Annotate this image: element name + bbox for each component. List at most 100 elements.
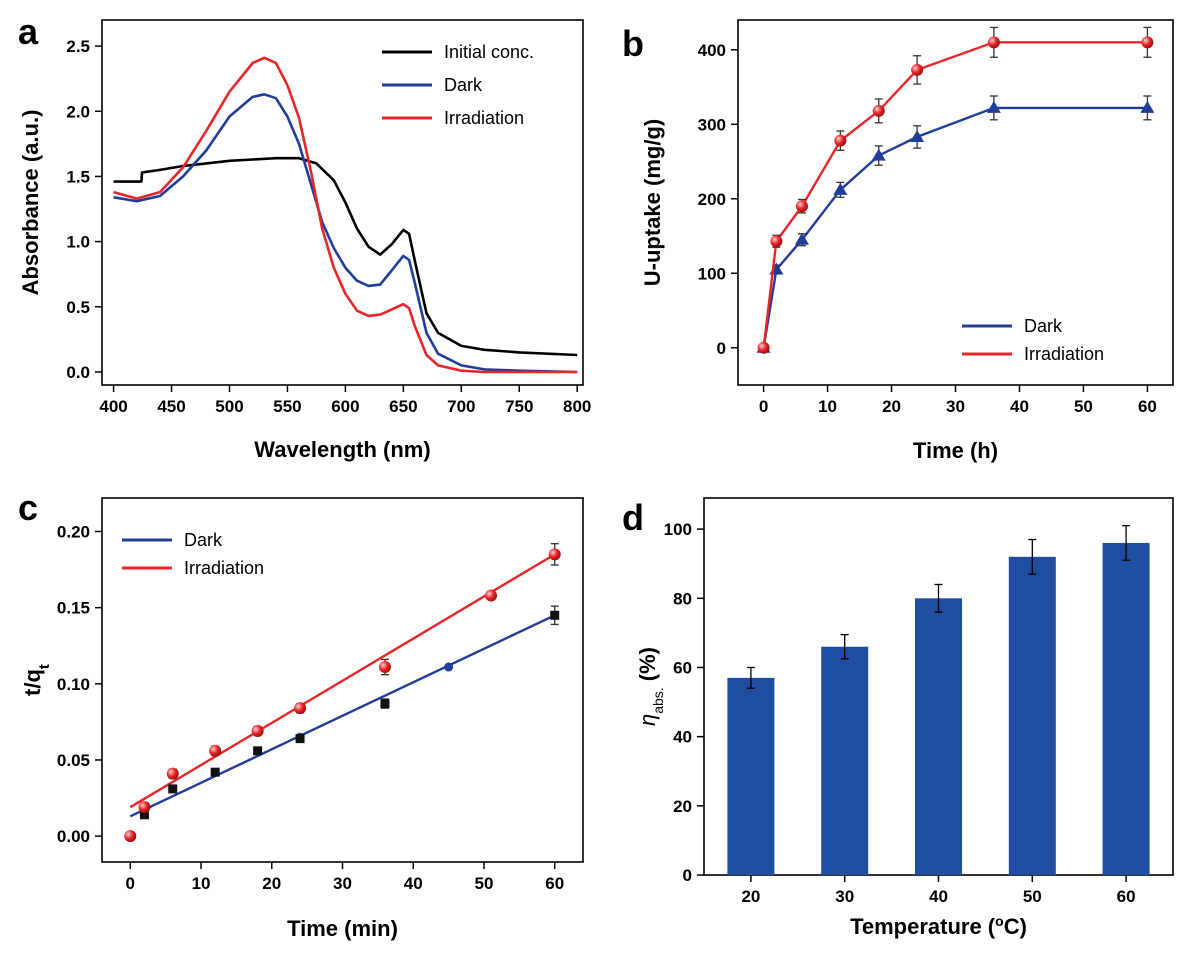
fit-line (129, 614, 556, 818)
y-tick-label: 80 (673, 589, 692, 608)
y-tick-label: 0.05 (57, 751, 90, 770)
x-tick-label: 50 (475, 874, 494, 893)
legend-label: Dark (184, 530, 223, 550)
data-point-sphere (209, 744, 222, 757)
data-point-circle (795, 200, 808, 213)
x-axis-label: Wavelength (nm) (254, 437, 430, 462)
y-tick-label: 0 (683, 866, 692, 885)
legend-label: Dark (1024, 316, 1063, 336)
data-point-square (253, 746, 263, 756)
x-tick-label: 0 (759, 397, 768, 416)
y-tick-label: 200 (698, 190, 726, 209)
data-point-circle (1141, 36, 1154, 49)
y-tick-label: 0.15 (57, 599, 90, 618)
x-tick-label: 10 (192, 874, 211, 893)
x-axis-label: Time (min) (287, 916, 398, 941)
x-tick-label: 0 (126, 874, 135, 893)
plot-frame (101, 19, 584, 386)
legend-label: Irradiation (1024, 344, 1104, 364)
data-point-square (168, 784, 178, 794)
data-point-sphere (378, 661, 391, 674)
y-tick-label: 1.5 (66, 167, 90, 186)
y-axis-label-tail: (%) (635, 647, 660, 687)
panel-letter: c (18, 487, 38, 528)
y-axis-label: t/qt (20, 664, 53, 696)
panel-letter: a (18, 11, 39, 52)
data-point-triangle (833, 182, 848, 195)
y-tick-label: 0.0 (66, 363, 90, 382)
legend-label: Irradiation (444, 108, 524, 128)
data-point-circle (834, 134, 847, 147)
x-tick-label: 20 (882, 397, 901, 416)
panel-letter: b (622, 23, 644, 64)
y-axis-label: U-uptake (mg/g) (640, 119, 665, 286)
data-point-square (550, 610, 560, 620)
x-tick-label: 650 (389, 397, 417, 416)
data-point-triangle (794, 232, 809, 245)
x-tick-label: 450 (157, 397, 185, 416)
y-tick-label: 60 (673, 658, 692, 677)
panel-d: d 20 30 40 50 60 0 20 40 60 80 100 Temperature (oC) η… (622, 497, 1174, 939)
x-tick-label: 40 (929, 887, 948, 906)
x-tick-label: 60 (1138, 397, 1157, 416)
data-point-sphere (251, 725, 264, 738)
data-point-sphere (548, 548, 561, 561)
y-tick-label: 0.20 (57, 523, 90, 542)
x-tick-label: 20 (262, 874, 281, 893)
legend-label: Irradiation (184, 558, 264, 578)
x-axis-label: Time (h) (913, 438, 998, 463)
x-tick-label: 800 (563, 397, 591, 416)
data-point-square (295, 734, 305, 744)
bar (821, 646, 869, 875)
data-point-circle (872, 104, 885, 117)
x-tick-label: 30 (835, 887, 854, 906)
x-tick-label: 600 (331, 397, 359, 416)
data-point-sphere (166, 767, 179, 780)
fit-line (129, 553, 556, 809)
data-point-sphere (294, 702, 307, 715)
bar (1008, 556, 1056, 875)
series-line (762, 106, 1148, 348)
bar (727, 677, 775, 875)
y-tick-label: 0.10 (57, 675, 90, 694)
x-axis-label-tail: C) (1004, 914, 1027, 939)
data-point-sphere (124, 830, 137, 843)
y-tick-label: 300 (698, 115, 726, 134)
data-point-square (139, 810, 149, 820)
data-point-circle (444, 662, 454, 672)
x-tick-label: 400 (99, 397, 127, 416)
panel-letter: d (622, 497, 644, 538)
y-tick-label: 1.0 (66, 233, 90, 252)
bar (1102, 542, 1150, 875)
data-point-square (210, 767, 220, 777)
x-tick-label: 40 (1010, 397, 1029, 416)
x-tick-label: 50 (1074, 397, 1093, 416)
data-point-triangle (986, 100, 1001, 113)
y-tick-label: 100 (664, 520, 692, 539)
y-tick-label: 0.00 (57, 827, 90, 846)
x-tick-label: 20 (741, 887, 760, 906)
panel-c: c 0 10 20 30 40 50 60 0.00 0.05 0.10 0.15 0.20 Dark Ir… (18, 487, 584, 941)
x-tick-label: 30 (333, 874, 352, 893)
x-tick-label: 700 (447, 397, 475, 416)
data-point-circle (987, 36, 1000, 49)
x-tick-label: 750 (505, 397, 533, 416)
data-point-circle (757, 341, 770, 354)
y-axis-label-symbol: η (635, 714, 660, 726)
legend-label: Initial conc. (444, 42, 534, 62)
y-tick-label: 2.5 (66, 37, 90, 56)
x-tick-label: 10 (818, 397, 837, 416)
data-point-square (380, 699, 390, 709)
y-tick-label: 400 (698, 41, 726, 60)
series-line (113, 156, 578, 357)
panel-b: b 0 10 20 30 40 50 60 0 100 200 300 400 Dark Irradiati… (622, 19, 1174, 463)
y-tick-label: 100 (698, 264, 726, 283)
data-point-circle (911, 63, 924, 76)
y-axis-label: ηabs. (%) (635, 647, 666, 726)
x-tick-label: 60 (1117, 887, 1136, 906)
x-tick-label: 500 (215, 397, 243, 416)
series-line (113, 93, 578, 374)
data-point-triangle (1140, 100, 1155, 113)
series-line (113, 56, 578, 374)
